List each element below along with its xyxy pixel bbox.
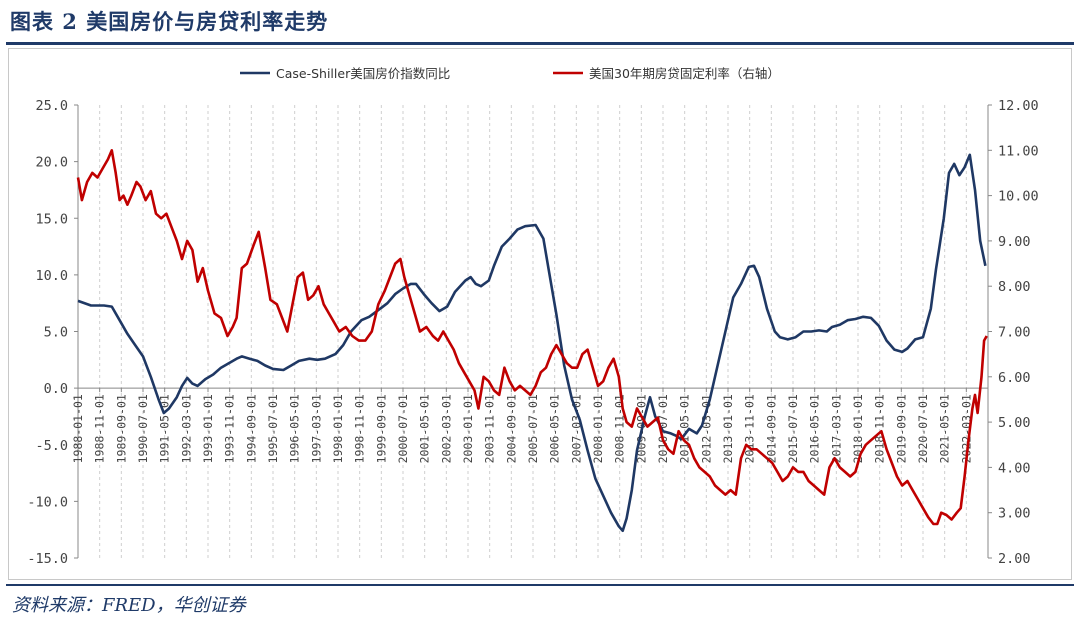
x-tick-label: 2017-03-01: [829, 394, 843, 463]
x-tick-label: 2003-11-01: [483, 394, 497, 463]
y-right-tick-label: 7.00: [998, 325, 1031, 341]
series-line-mortgage-rate: [76, 149, 988, 526]
x-tick-label: 2014-09-01: [764, 394, 778, 463]
series-lines: [76, 149, 988, 533]
legend-entry: Case-Shiller美国房价指数同比: [276, 66, 450, 81]
y-left-tick-label: -10.0: [27, 494, 68, 510]
x-tick-label: 1997-03-01: [309, 394, 323, 463]
x-tick-label: 1993-01-01: [201, 394, 215, 463]
x-tick-label: 2003-01-01: [461, 394, 475, 463]
x-tick-label: 2019-09-01: [894, 394, 908, 463]
y-right-tick-label: 9.00: [998, 234, 1031, 250]
legend: Case-Shiller美国房价指数同比 美国30年期房贷固定利率（右轴）: [240, 66, 780, 81]
y-right-tick-label: 4.00: [998, 460, 1031, 476]
x-tick-label: 2018-01-01: [851, 394, 865, 463]
y-right-tick-label: 11.00: [998, 143, 1039, 159]
x-tick-label: 2005-07-01: [526, 394, 540, 463]
y-right-tick-label: 12.00: [998, 98, 1039, 114]
x-tick-label: 2018-11-01: [873, 394, 887, 463]
y-right-tick-label: 2.00: [998, 551, 1031, 567]
title-rule: [6, 42, 1074, 45]
x-tick-label: 1989-09-01: [114, 394, 128, 463]
x-tick-label: 2008-11-01: [613, 394, 627, 463]
x-tick-label: 1991-05-01: [158, 394, 172, 463]
y-right-tick-label: 8.00: [998, 279, 1031, 295]
y-left-tick-label: 5.0: [44, 325, 68, 341]
x-tick-label: 2001-05-01: [418, 394, 432, 463]
x-tick-label: 1993-11-01: [223, 394, 237, 463]
figure-title: 图表 2 美国房价与房贷利率走势: [10, 9, 329, 34]
x-tick-label: 1998-11-01: [353, 394, 367, 463]
x-tick-label: 1995-07-01: [266, 394, 280, 463]
x-tick-label: 2002-03-01: [439, 394, 453, 463]
x-tick-label: 1988-01-01: [71, 394, 85, 463]
x-tick-label: 1999-09-01: [374, 394, 388, 463]
x-tick-label: 2013-01-01: [721, 394, 735, 463]
y-right-tick-label: 5.00: [998, 415, 1031, 431]
y-right-tick-label: 6.00: [998, 370, 1031, 386]
x-tick-label: 2021-05-01: [938, 394, 952, 463]
x-tick-label: 2020-07-01: [916, 394, 930, 463]
y-axis-left-ticks: 25.0 20.0 15.0 10.0 5.0 0.0 -5.0 -10.0 -15.0: [27, 98, 78, 567]
chart-frame: [8, 48, 1072, 580]
y-left-tick-label: 10.0: [35, 268, 68, 284]
x-tick-label: 2008-01-01: [591, 394, 605, 463]
y-right-tick-label: 3.00: [998, 506, 1031, 522]
y-left-tick-label: 20.0: [35, 155, 68, 171]
x-tick-label: 2015-07-01: [786, 394, 800, 463]
x-tick-label: 2007-03-01: [569, 394, 583, 463]
y-left-tick-label: 0.0: [44, 381, 68, 397]
bottom-rule: [6, 584, 1074, 586]
figure-header: 图表 2 美国房价与房贷利率走势: [0, 0, 1080, 45]
x-tick-label: 1994-09-01: [244, 394, 258, 463]
legend-entry: 美国30年期房贷固定利率（右轴）: [589, 66, 780, 81]
x-tick-label: 1992-03-01: [179, 394, 193, 463]
x-tick-label: 1990-07-01: [136, 394, 150, 463]
x-tick-label: 1988-11-01: [93, 394, 107, 463]
x-gridlines: [77, 105, 967, 558]
y-left-tick-label: -5.0: [35, 438, 68, 454]
x-tick-label: 2022-03-01: [959, 394, 973, 463]
x-tick-label: 1996-05-01: [288, 394, 302, 463]
y-left-tick-label: -15.0: [27, 551, 68, 567]
x-tick-label: 2012-03-01: [699, 394, 713, 463]
y-axis-right-ticks: 12.00 11.00 10.00 9.00 8.00 7.00 6.00 5.00 4.00 3…: [988, 98, 1039, 567]
y-right-tick-label: 10.00: [998, 189, 1039, 205]
x-tick-label: 2004-09-01: [504, 394, 518, 463]
x-axis-ticks: 1988-01-01 1988-11-01 1989-09-01 1990-07-01…: [71, 388, 973, 463]
x-tick-label: 1998-01-01: [331, 394, 345, 463]
x-tick-label: 2000-07-01: [396, 394, 410, 463]
series-line-house-price: [77, 153, 987, 533]
source-note: 资料来源：FRED，华创证券: [12, 595, 246, 616]
x-tick-label: 2013-11-01: [743, 394, 757, 463]
y-left-tick-label: 15.0: [35, 211, 68, 227]
y-left-tick-label: 25.0: [35, 98, 68, 114]
x-tick-label: 2006-05-01: [548, 394, 562, 463]
x-tick-label: 2016-05-01: [808, 394, 822, 463]
